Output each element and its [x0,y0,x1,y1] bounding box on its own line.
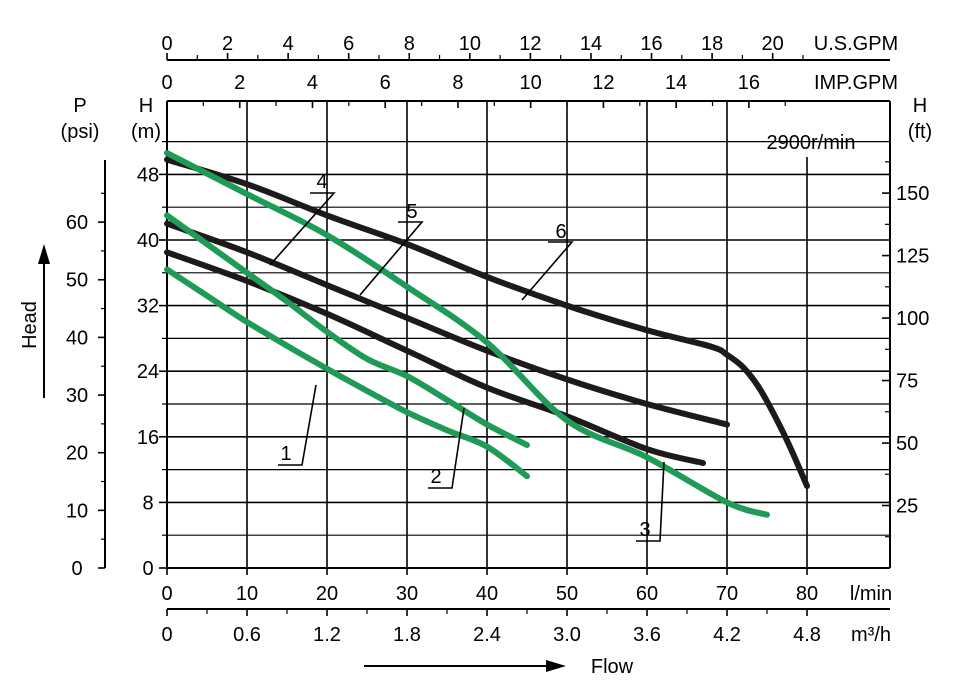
leader-line-4 [269,192,336,266]
y-ft-tick-label: 75 [896,371,918,393]
y-axis-ft-unit: (ft) [908,121,932,143]
y-m-tick-label: 24 [137,361,159,383]
curve-6 [164,156,810,489]
x-usgpm-tick-label: 6 [343,33,354,55]
x-lmin-tick-label: 0 [161,583,172,605]
x-m3h-tick-label: 1.2 [313,624,341,646]
x-usgpm-tick-label: 18 [701,33,723,55]
y-axis-ft-title: H [913,95,927,117]
x-m3h-tick-label: 2.4 [473,624,501,646]
x-impgpm-tick-label: 16 [738,72,760,94]
x-m3h-tick-label: 3.0 [553,624,581,646]
curve-label-6: 6 [555,221,566,243]
leader-line-6 [521,241,574,301]
curve-1 [164,266,530,480]
x-impgpm-tick-label: 10 [520,72,542,94]
y-psi-tick-label: 10 [66,500,88,522]
x-usgpm-tick-label: 14 [580,33,602,55]
head-axis-label: Head [19,301,41,349]
y-psi-tick-label: 50 [66,270,88,292]
x-usgpm-tick-label: 4 [283,33,294,55]
y-axis-psi-unit: (psi) [61,121,100,143]
curve-3 [164,150,770,518]
head-arrow-icon [38,244,50,398]
y-m-tick-label: 16 [137,427,159,449]
x-axis-lmin-unit: l/min [850,583,892,605]
flow-axis-label: Flow [591,656,634,678]
x-impgpm-tick-label: 6 [380,72,391,94]
leader-line-5 [359,221,424,296]
x-impgpm-tick-label: 8 [452,72,463,94]
x-usgpm-tick-label: 2 [222,33,233,55]
y-ft-tick-label: 100 [896,308,929,330]
x-m3h-tick-label: 4.8 [793,624,821,646]
curve-labels: 1 2 3 4 5 6 [269,171,665,542]
y-axis-m-title: H [139,95,153,117]
x-impgpm-tick-label: 12 [592,72,614,94]
curve-5 [164,220,730,428]
y-m-tick-label: 0 [142,558,153,580]
x-m3h-tick-label: 0 [161,624,172,646]
x-usgpm-tick-label: 20 [762,33,784,55]
x-lmin-tick-label: 20 [316,583,338,605]
y-m-tick-label: 32 [137,296,159,318]
x-lmin-tick-label: 30 [396,583,418,605]
x-axis-impgpm-unit: IMP.GPM [814,72,898,94]
x-lmin-tick-label: 50 [556,583,578,605]
plot-grid [167,100,890,568]
x-impgpm-tick-label: 0 [161,72,172,94]
curve-label-1: 1 [280,443,291,465]
x-lmin-tick-label: 80 [796,583,818,605]
y-psi-tick-label: 0 [71,558,82,580]
leader-line-3 [636,461,665,542]
x-impgpm-tick-label: 14 [665,72,687,94]
x-m3h-tick-label: 3.6 [633,624,661,646]
x-lmin-tick-label: 70 [716,583,738,605]
leader-line-2 [428,407,465,489]
curves [164,150,810,518]
curve-label-5: 5 [406,201,417,223]
x-axis-usgpm-unit: U.S.GPM [814,33,898,55]
x-usgpm-tick-label: 16 [640,33,662,55]
curve-label-3: 3 [639,519,650,541]
y-ft-tick-label: 50 [896,433,918,455]
x-usgpm-tick-label: 10 [459,33,481,55]
x-m3h-tick-label: 0.6 [233,624,261,646]
x-impgpm-tick-label: 2 [234,72,245,94]
y-axis-m-unit: (m) [131,121,161,143]
x-usgpm-tick-label: 0 [161,33,172,55]
y-m-tick-label: 8 [142,492,153,514]
x-m3h-tick-label: 4.2 [713,624,741,646]
y-ft-tick-label: 150 [896,183,929,205]
y-psi-tick-label: 40 [66,327,88,349]
x-impgpm-tick-label: 4 [307,72,318,94]
y-psi-tick-label: 30 [66,385,88,407]
curve-2 [164,212,530,448]
x-axis-m3h-unit: m³/h [851,624,891,646]
y-psi-tick-label: 60 [66,212,88,234]
x-m3h-tick-label: 1.8 [393,624,421,646]
x-lmin-tick-label: 10 [236,583,258,605]
y-m-tick-label: 48 [137,164,159,186]
x-usgpm-tick-label: 8 [404,33,415,55]
curve-label-2: 2 [430,466,441,488]
curve-4 [164,249,706,466]
leader-line-1 [278,384,317,466]
x-lmin-tick-label: 40 [476,583,498,605]
speed-label: 2900r/min [767,132,856,154]
y-psi-tick-label: 20 [66,443,88,465]
y-ft-tick-label: 125 [896,246,929,268]
curve-label-4: 4 [316,171,327,193]
x-usgpm-tick-label: 12 [519,33,541,55]
axes: 0816243240480102030405060255075100125150… [66,33,930,646]
x-lmin-tick-label: 60 [636,583,658,605]
y-axis-psi-title: P [73,95,86,117]
flow-arrow-icon [364,660,566,672]
y-m-tick-label: 40 [137,230,159,252]
y-ft-tick-label: 25 [896,496,918,518]
